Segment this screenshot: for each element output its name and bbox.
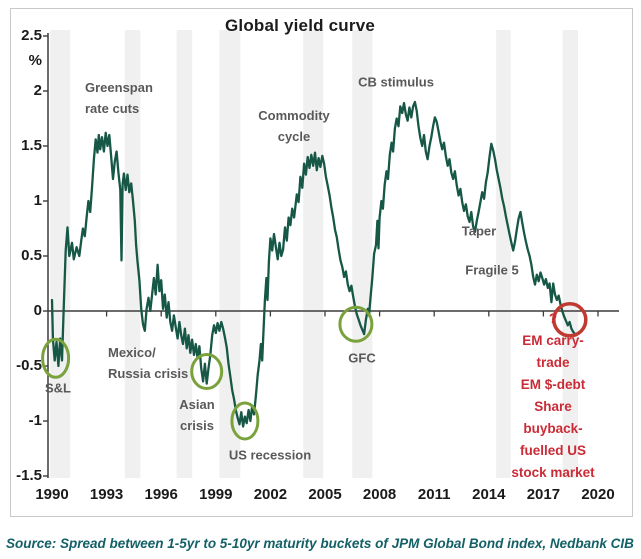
chart-title: Global yield curve [224, 16, 376, 35]
annotation-greenspan: Greenspan rate cuts [85, 80, 153, 116]
annotation-taper: Taper [461, 223, 497, 239]
y-tick-label: -1.5 [16, 467, 42, 484]
annotation-gfc: GFC [348, 350, 376, 366]
x-tick-label: 1996 [144, 486, 178, 503]
x-tick-label: 2008 [362, 486, 397, 503]
x-tick-label: 1990 [35, 486, 69, 503]
recession-band [124, 30, 141, 478]
recession-band [352, 30, 373, 478]
event-circle-us-recession [230, 401, 260, 441]
recession-band [50, 30, 71, 478]
spread-line [50, 100, 577, 428]
x-tick-label: 2011 [417, 486, 451, 503]
footer-divider [0, 524, 641, 529]
y-tick-label: 2 [33, 82, 42, 99]
x-tick-label: 1999 [199, 486, 233, 503]
event-circle-s-l [41, 337, 71, 379]
annotation-asian: Asian crisis [179, 397, 215, 433]
x-tick-label: 1993 [89, 486, 124, 503]
y-tick-label: 1 [33, 192, 42, 209]
recession-band [176, 30, 193, 478]
y-tick-label: 0 [33, 302, 42, 319]
x-tick-label: 2017 [526, 486, 561, 503]
source-caption: Source: Spread between 1-5yr to 5-10yr m… [6, 536, 634, 551]
annotation-commodity: Commodity cycle [258, 108, 330, 144]
x-tick-label: 2020 [581, 486, 615, 503]
x-tick-label: 2002 [253, 486, 288, 503]
y-tick-label: -1 [28, 412, 42, 429]
y-tick-label: 1.5 [21, 137, 42, 154]
annotation-item: ? EM carry-trade EM $-debt Share buyback… [511, 311, 595, 480]
y-axis-unit-label: % [28, 52, 42, 69]
recession-band [496, 30, 511, 478]
recession-band [219, 30, 241, 478]
annotation-mexico: Mexico/ Russia crisis [108, 345, 189, 381]
annotation-cb-stimulus: CB stimulus [358, 74, 434, 90]
event-circle-item [552, 302, 588, 338]
x-tick-label: 2005 [308, 486, 342, 503]
x-tick-label: 2014 [472, 486, 506, 503]
event-circle-asian-crisis [190, 353, 224, 390]
annotation-s-l: S&L [45, 380, 71, 396]
annotation-fragile-5: Fragile 5 [465, 262, 519, 278]
recession-band [303, 30, 324, 478]
y-tick-label: 0.5 [21, 247, 42, 264]
recession-band [562, 30, 578, 478]
y-tick-label: -0.5 [16, 357, 42, 374]
event-circle-gfc [338, 305, 374, 343]
annotation-us-recession: US recession [228, 447, 312, 463]
y-tick-label: 2.5 [21, 27, 42, 44]
